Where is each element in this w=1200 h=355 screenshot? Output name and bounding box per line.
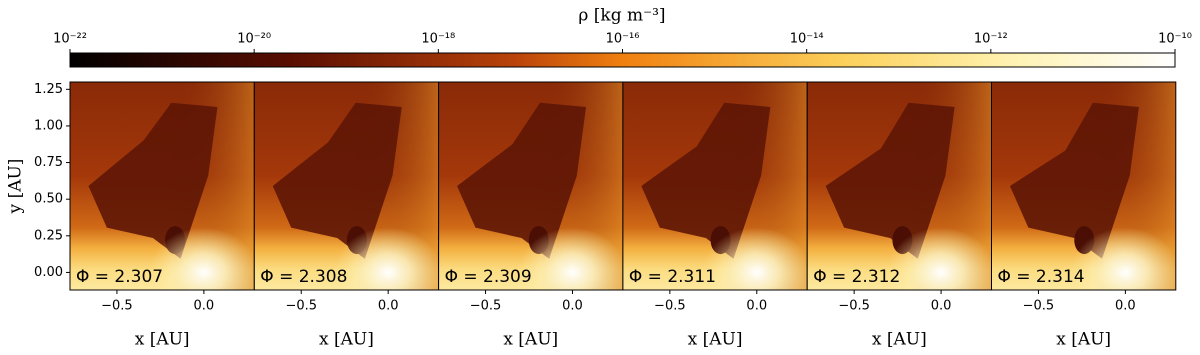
cavity [88,102,218,259]
x-tick-label: 0.0 [1115,299,1136,314]
cavity [825,102,955,259]
x-tick-label: −0.5 [285,299,317,314]
x-tick-label: −0.5 [838,299,870,314]
density-map [70,82,255,290]
y-tick-label: 0.00 [34,265,63,280]
x-axis-label: x [AU] [688,330,743,350]
glow [517,227,623,290]
density-map [991,82,1176,290]
cavity [457,102,587,259]
x-tick-label: 0.0 [746,299,767,314]
colorbar-tick-label: 10⁻¹⁴ [790,32,824,47]
density-map [438,82,623,290]
y-tick-label: 1.00 [34,118,63,133]
cavity [1009,102,1139,259]
cavity [641,102,771,259]
x-axis-label: x [AU] [503,330,558,350]
x-axis-label: x [AU] [1056,330,1111,350]
x-tick-label: 0.0 [378,299,399,314]
x-axis-label: x [AU] [135,330,190,350]
y-tick-label: 0.25 [34,228,63,243]
y-tick-label: 0.50 [34,192,63,207]
x-tick-label: 0.0 [931,299,952,314]
colorbar [69,52,1176,68]
glow [701,227,808,290]
glow [148,227,255,290]
density-map [807,82,992,290]
phi-annotation: Φ = 2.311 [629,267,716,287]
phi-annotation: Φ = 2.309 [445,267,532,287]
x-axis-label: x [AU] [872,330,927,350]
y-tick-label: 0.75 [34,155,63,170]
x-tick-label: −0.5 [1023,299,1055,314]
density-map [254,82,439,290]
x-tick-label: 0.0 [194,299,215,314]
frame [991,81,1177,291]
cavity [272,102,402,259]
y-axis-label: y [AU] [6,159,26,215]
glow [886,227,992,290]
phi-annotation: Φ = 2.307 [76,267,163,287]
colorbar-tick-label: 10⁻¹⁸ [421,32,455,47]
colorbar-tick-label: 10⁻²² [53,32,87,47]
glow [1070,227,1176,290]
colorbar-tick-label: 10⁻¹⁶ [606,32,640,47]
y-tick-label: 1.25 [34,82,63,97]
density-map [622,82,808,290]
x-tick-label: −0.5 [101,299,133,314]
phi-annotation: Φ = 2.312 [813,267,900,287]
colorbar-tick-label: 10⁻¹² [974,32,1008,47]
glow [333,227,439,290]
phi-annotation: Φ = 2.308 [260,267,347,287]
colorbar-tick-label: 10⁻¹⁰ [1158,32,1192,47]
x-tick-label: 0.0 [562,299,583,314]
x-axis-label: x [AU] [319,330,374,350]
colorbar-label: ρ [kg m⁻³] [578,6,665,26]
colorbar-tick-label: 10⁻²⁰ [237,32,271,47]
phi-annotation: Φ = 2.314 [998,267,1085,287]
x-tick-label: −0.5 [470,299,502,314]
x-tick-label: −0.5 [654,299,686,314]
